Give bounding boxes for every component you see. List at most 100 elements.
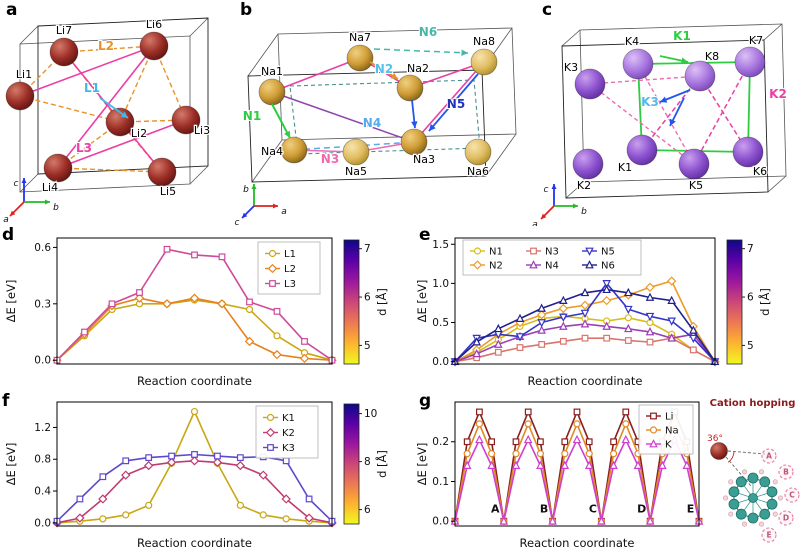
svg-text:L2: L2 bbox=[284, 264, 296, 275]
svg-text:6: 6 bbox=[364, 292, 371, 304]
svg-text:Na2: Na2 bbox=[407, 62, 429, 75]
panel-label-a: a bbox=[6, 0, 18, 20]
svg-text:Na5: Na5 bbox=[345, 165, 367, 178]
chart-na-energy-profile: 0.0 0.5 1.0 1.5 Reaction coordinate ΔE [eV] N1… bbox=[415, 237, 772, 388]
svg-text:Li3: Li3 bbox=[194, 124, 210, 137]
svg-text:B: B bbox=[540, 502, 548, 515]
svg-text:K1: K1 bbox=[673, 29, 691, 43]
svg-text:1.5: 1.5 bbox=[432, 239, 449, 251]
svg-text:Na7: Na7 bbox=[349, 31, 371, 44]
svg-text:K5: K5 bbox=[689, 179, 703, 192]
svg-text:b: b bbox=[243, 185, 249, 195]
svg-text:L2: L2 bbox=[98, 39, 114, 53]
panel-label-e: e bbox=[419, 225, 431, 245]
svg-text:K2: K2 bbox=[769, 87, 787, 101]
svg-text:E: E bbox=[687, 502, 695, 515]
structure-na-cell: Na8 Na7 Na1 Na2 Na6 Na5 Na4 Na3 N6 N2 N1 N5 N4 N3 b a c bbox=[235, 24, 517, 226]
panel-label-c: c bbox=[542, 0, 553, 20]
svg-text:D: D bbox=[783, 514, 789, 523]
svg-text:Li4: Li4 bbox=[42, 181, 58, 194]
svg-text:1.2: 1.2 bbox=[34, 422, 51, 434]
svg-text:10: 10 bbox=[364, 408, 377, 420]
svg-text:c: c bbox=[235, 218, 240, 226]
svg-text:5: 5 bbox=[364, 340, 371, 352]
svg-text:0.1: 0.1 bbox=[432, 476, 449, 488]
svg-text:K8: K8 bbox=[705, 50, 719, 63]
svg-text:d [Å]: d [Å] bbox=[374, 288, 389, 316]
svg-text:Li: Li bbox=[665, 412, 673, 423]
svg-text:0.8: 0.8 bbox=[34, 454, 51, 466]
svg-text:a: a bbox=[532, 220, 538, 226]
svg-text:A: A bbox=[766, 452, 772, 461]
panel-label-g: g bbox=[419, 391, 432, 411]
svg-text:0.0: 0.0 bbox=[432, 516, 449, 528]
svg-text:Li2: Li2 bbox=[131, 127, 147, 140]
svg-text:N1: N1 bbox=[489, 247, 503, 258]
svg-text:K3: K3 bbox=[282, 443, 295, 454]
structure-li-cell: Li7 Li6 Li1 Li3 Li2 Li4 Li5 L2 L1 L3 c b a bbox=[3, 17, 211, 225]
svg-text:b: b bbox=[581, 207, 587, 217]
structure-k-cell: K4 K7 K8 K3 K2 K1 K5 K6 K1 K2 K3 c b a bbox=[532, 23, 788, 226]
svg-text:B: B bbox=[783, 468, 789, 477]
svg-text:K2: K2 bbox=[577, 179, 591, 192]
svg-text:Li7: Li7 bbox=[56, 24, 72, 37]
svg-text:Na6: Na6 bbox=[467, 165, 489, 178]
svg-text:Na: Na bbox=[665, 426, 679, 437]
panel-label-b: b bbox=[240, 0, 253, 20]
svg-text:Li5: Li5 bbox=[160, 185, 176, 198]
svg-text:6: 6 bbox=[364, 504, 371, 516]
svg-text:1.0: 1.0 bbox=[432, 278, 449, 290]
svg-text:0.3: 0.3 bbox=[34, 298, 51, 310]
svg-text:K2: K2 bbox=[282, 428, 295, 439]
svg-text:6: 6 bbox=[747, 292, 754, 304]
chart-k-energy-profile: 0.0 0.4 0.8 1.2 Reaction coordinate ΔE [eV] K1… bbox=[4, 401, 389, 550]
svg-text:N5: N5 bbox=[601, 247, 615, 258]
svg-text:K4: K4 bbox=[625, 35, 639, 48]
svg-text:0.0: 0.0 bbox=[34, 517, 51, 529]
svg-text:Li1: Li1 bbox=[16, 68, 32, 81]
svg-text:36°: 36° bbox=[707, 434, 723, 444]
svg-text:ΔE [eV]: ΔE [eV] bbox=[415, 443, 429, 486]
svg-text:Na8: Na8 bbox=[473, 35, 495, 48]
svg-text:C: C bbox=[589, 502, 597, 515]
svg-text:N6: N6 bbox=[601, 261, 615, 272]
svg-text:N2: N2 bbox=[489, 261, 503, 272]
svg-text:0.5: 0.5 bbox=[432, 317, 449, 329]
svg-text:7: 7 bbox=[747, 243, 754, 255]
svg-text:Na3: Na3 bbox=[413, 153, 435, 166]
svg-text:L1: L1 bbox=[284, 249, 296, 260]
svg-text:N5: N5 bbox=[447, 97, 465, 111]
svg-text:0.2: 0.2 bbox=[432, 436, 449, 448]
chart-cation-hopping-energy: 0.0 0.1 0.2 Reaction coordinate ΔE [eV] Li Na K… bbox=[415, 401, 704, 550]
svg-text:E: E bbox=[766, 531, 771, 540]
svg-text:d [Å]: d [Å] bbox=[757, 288, 772, 316]
svg-text:d [Å]: d [Å] bbox=[374, 450, 389, 478]
cation-hopping-illustration: Cation hopping 36° A B C D E bbox=[707, 398, 800, 543]
svg-text:c: c bbox=[14, 179, 19, 189]
svg-text:N2: N2 bbox=[375, 62, 393, 76]
svg-text:L3: L3 bbox=[284, 279, 296, 290]
svg-text:5: 5 bbox=[747, 340, 754, 352]
svg-text:0.0: 0.0 bbox=[34, 355, 51, 367]
svg-text:Cation hopping: Cation hopping bbox=[710, 398, 796, 409]
svg-text:ΔE [eV]: ΔE [eV] bbox=[4, 280, 18, 323]
svg-text:c: c bbox=[544, 185, 549, 195]
svg-text:Na4: Na4 bbox=[261, 145, 283, 158]
svg-text:7: 7 bbox=[364, 243, 371, 255]
svg-text:L3: L3 bbox=[76, 141, 92, 155]
svg-text:K6: K6 bbox=[753, 165, 767, 178]
panel-label-d: d bbox=[2, 225, 15, 245]
svg-text:Reaction coordinate: Reaction coordinate bbox=[137, 374, 252, 388]
svg-text:A: A bbox=[491, 502, 500, 515]
svg-text:K3: K3 bbox=[564, 61, 578, 74]
svg-text:N3: N3 bbox=[545, 247, 559, 258]
svg-text:Na1: Na1 bbox=[261, 65, 283, 78]
svg-text:Reaction coordinate: Reaction coordinate bbox=[528, 374, 643, 388]
svg-text:a: a bbox=[281, 207, 287, 217]
svg-text:N4: N4 bbox=[545, 261, 559, 272]
svg-text:K3: K3 bbox=[641, 95, 659, 109]
svg-text:ΔE [eV]: ΔE [eV] bbox=[415, 280, 429, 323]
svg-text:K7: K7 bbox=[749, 34, 763, 47]
svg-text:a: a bbox=[3, 215, 9, 225]
